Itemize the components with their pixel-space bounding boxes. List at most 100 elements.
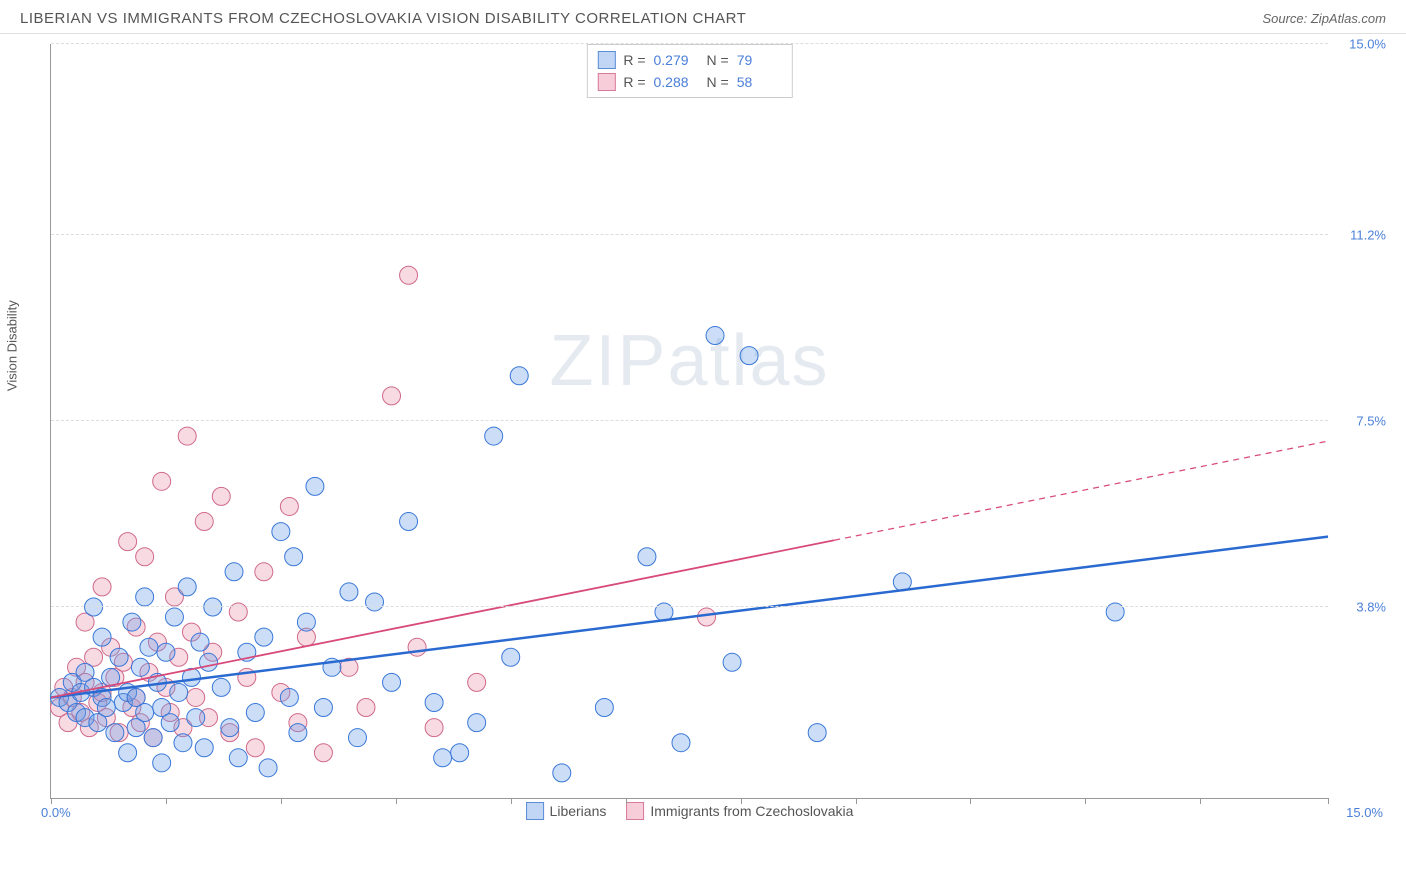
x-tick	[626, 798, 627, 804]
scatter-point	[131, 658, 149, 676]
scatter-point	[808, 724, 826, 742]
scatter-point	[255, 628, 273, 646]
source-credit: Source: ZipAtlas.com	[1262, 11, 1386, 26]
scatter-point	[140, 638, 158, 656]
scatter-point	[191, 633, 209, 651]
scatter-point	[285, 548, 303, 566]
x-tick	[51, 798, 52, 804]
scatter-point	[595, 699, 613, 717]
scatter-svg	[51, 44, 1328, 798]
swatch-blue-icon	[526, 802, 544, 820]
gridline	[51, 234, 1328, 235]
scatter-point	[178, 578, 196, 596]
scatter-point	[502, 648, 520, 666]
scatter-point	[425, 693, 443, 711]
scatter-point	[400, 513, 418, 531]
scatter-point	[123, 613, 141, 631]
x-max-label: 15.0%	[1346, 805, 1383, 820]
x-tick	[281, 798, 282, 804]
scatter-point	[246, 739, 264, 757]
gridline	[51, 420, 1328, 421]
scatter-point	[340, 583, 358, 601]
stats-row-pink: R = 0.288 N = 58	[597, 71, 781, 93]
x-tick	[741, 798, 742, 804]
scatter-point	[485, 427, 503, 445]
x-tick	[1328, 798, 1329, 804]
scatter-point	[119, 744, 137, 762]
scatter-point	[195, 739, 213, 757]
scatter-point	[187, 688, 205, 706]
swatch-blue-icon	[597, 51, 615, 69]
swatch-pink-icon	[597, 73, 615, 91]
scatter-point	[510, 367, 528, 385]
gridline	[51, 606, 1328, 607]
scatter-point	[740, 347, 758, 365]
scatter-point	[723, 653, 741, 671]
scatter-point	[136, 588, 154, 606]
scatter-point	[225, 563, 243, 581]
scatter-point	[383, 673, 401, 691]
chart-header: LIBERIAN VS IMMIGRANTS FROM CZECHOSLOVAK…	[0, 0, 1406, 34]
scatter-point	[706, 327, 724, 345]
scatter-point	[119, 533, 137, 551]
scatter-point	[195, 513, 213, 531]
scatter-point	[199, 653, 217, 671]
x-origin-label: 0.0%	[41, 805, 71, 820]
scatter-point	[366, 593, 384, 611]
scatter-point	[136, 548, 154, 566]
stats-legend-box: R = 0.279 N = 79 R = 0.288 N = 58	[586, 44, 792, 98]
x-tick	[856, 798, 857, 804]
scatter-point	[246, 704, 264, 722]
scatter-point	[229, 749, 247, 767]
scatter-point	[468, 714, 486, 732]
scatter-point	[221, 719, 239, 737]
scatter-point	[165, 608, 183, 626]
x-tick	[166, 798, 167, 804]
scatter-point	[255, 563, 273, 581]
scatter-point	[280, 497, 298, 515]
y-tick-label: 11.2%	[1350, 228, 1386, 243]
scatter-point	[212, 487, 230, 505]
scatter-point	[893, 573, 911, 591]
x-tick	[1085, 798, 1086, 804]
scatter-point	[93, 578, 111, 596]
scatter-point	[698, 608, 716, 626]
scatter-point	[314, 744, 332, 762]
scatter-point	[259, 759, 277, 777]
trend-line	[834, 441, 1328, 540]
scatter-point	[170, 683, 188, 701]
scatter-point	[153, 472, 171, 490]
gridline	[51, 43, 1328, 44]
bottom-legend: Liberians Immigrants from Czechoslovakia	[526, 802, 854, 820]
scatter-point	[348, 729, 366, 747]
y-axis-label: Vision Disability	[5, 300, 20, 391]
scatter-point	[144, 729, 162, 747]
chart-title: LIBERIAN VS IMMIGRANTS FROM CZECHOSLOVAK…	[20, 10, 746, 27]
chart-area: Vision Disability ZIPatlas R = 0.279 N =…	[50, 34, 1388, 824]
scatter-point	[97, 699, 115, 717]
scatter-point	[136, 704, 154, 722]
x-tick	[511, 798, 512, 804]
legend-item-blue: Liberians	[526, 802, 607, 820]
scatter-point	[553, 764, 571, 782]
scatter-point	[93, 628, 111, 646]
scatter-point	[153, 754, 171, 772]
y-tick-label: 3.8%	[1356, 600, 1386, 615]
legend-item-pink: Immigrants from Czechoslovakia	[626, 802, 853, 820]
y-tick-label: 7.5%	[1356, 414, 1386, 429]
scatter-point	[297, 613, 315, 631]
scatter-point	[272, 523, 290, 541]
scatter-point	[468, 673, 486, 691]
scatter-point	[672, 734, 690, 752]
swatch-pink-icon	[626, 802, 644, 820]
scatter-point	[110, 648, 128, 666]
scatter-point	[187, 709, 205, 727]
scatter-point	[434, 749, 452, 767]
y-tick-label: 15.0%	[1349, 37, 1386, 52]
x-tick	[396, 798, 397, 804]
plot-region: ZIPatlas R = 0.279 N = 79 R = 0.288 N = …	[50, 44, 1328, 799]
scatter-point	[383, 387, 401, 405]
scatter-point	[425, 719, 443, 737]
scatter-point	[157, 643, 175, 661]
stats-row-blue: R = 0.279 N = 79	[597, 49, 781, 71]
